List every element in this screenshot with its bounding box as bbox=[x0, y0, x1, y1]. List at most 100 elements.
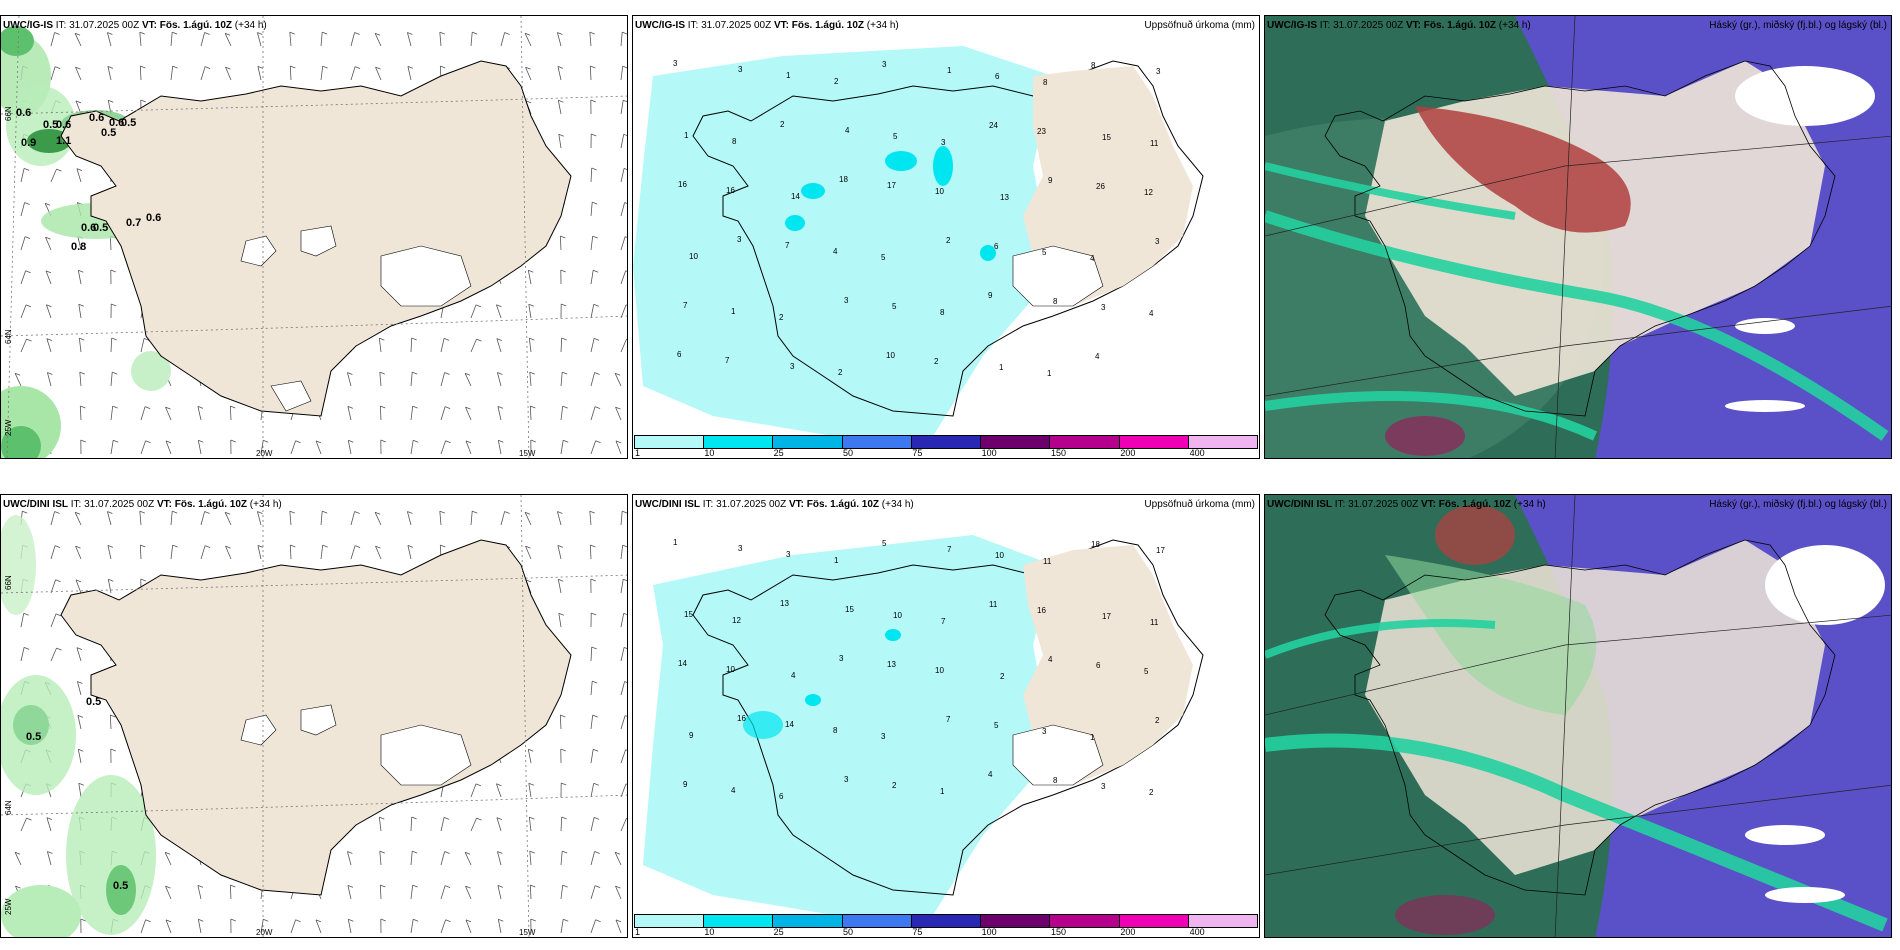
wind-barb-flag bbox=[78, 303, 84, 307]
wind-barb bbox=[614, 852, 622, 866]
wind-barb-flag bbox=[75, 579, 82, 583]
precip-value-label: 8 bbox=[732, 137, 737, 146]
precip-value-label: 23 bbox=[1037, 127, 1046, 136]
precip-value-label: 17 bbox=[1156, 546, 1165, 555]
wind-barb-flag bbox=[198, 918, 204, 922]
legend-tick-label: 400 bbox=[1189, 927, 1205, 937]
wind-barb-flag bbox=[56, 647, 62, 651]
wind-barb-flag bbox=[26, 817, 32, 821]
wind-barb-flag bbox=[79, 337, 85, 341]
wind-barb bbox=[50, 545, 56, 560]
wind-barb-flag bbox=[594, 851, 600, 854]
svg-text:0.6: 0.6 bbox=[16, 107, 31, 119]
legend-tick-label: 50 bbox=[843, 448, 854, 458]
wind-barb bbox=[559, 235, 562, 251]
wind-barb-flag bbox=[445, 440, 451, 444]
wind-barb bbox=[614, 373, 622, 387]
wind-barb-flag bbox=[592, 201, 598, 205]
wind-barb bbox=[528, 338, 532, 353]
wind-barb-flag bbox=[464, 372, 471, 376]
wind-barb bbox=[50, 511, 55, 526]
wind-barb-flag bbox=[561, 816, 567, 820]
precip-value-label: 18 bbox=[839, 175, 848, 184]
precip-value-label: 6 bbox=[1096, 661, 1101, 670]
precip-value-label: 7 bbox=[946, 715, 951, 724]
legend-swatch bbox=[773, 915, 843, 927]
legend-tick-label: 100 bbox=[981, 927, 997, 937]
wind-barb-flag bbox=[560, 269, 566, 273]
wind-barb bbox=[590, 406, 596, 421]
wind-barb bbox=[139, 32, 142, 47]
wind-barb bbox=[110, 440, 114, 455]
wind-barb bbox=[20, 338, 27, 353]
wind-barb bbox=[620, 236, 626, 251]
wind-barb bbox=[225, 66, 232, 81]
precip-value-label: 8 bbox=[833, 726, 838, 735]
wind-barb-flag bbox=[75, 545, 81, 549]
wind-barb bbox=[410, 851, 413, 866]
wind-barb-flag bbox=[625, 783, 627, 785]
wind-barb bbox=[224, 512, 232, 526]
wind-barb-flag bbox=[23, 612, 29, 616]
wind-barb bbox=[620, 681, 625, 696]
wind-barb-flag bbox=[140, 578, 146, 582]
wind-barb-flag bbox=[165, 406, 171, 410]
precip-value-label: 15 bbox=[1102, 133, 1111, 142]
wind-barb-flag bbox=[528, 303, 534, 307]
wind-barb bbox=[320, 545, 324, 560]
wind-barb bbox=[590, 783, 595, 798]
precip-value-label: 3 bbox=[941, 138, 946, 147]
precip-value-label: 13 bbox=[887, 660, 896, 669]
wind-barb-flag bbox=[26, 338, 32, 342]
wind-barb-flag bbox=[593, 748, 599, 752]
wind-barb-flag bbox=[626, 817, 627, 819]
wind-barb-flag bbox=[347, 372, 353, 375]
wind-barb bbox=[410, 919, 414, 934]
svg-text:0.5: 0.5 bbox=[101, 127, 116, 139]
legend-swatch bbox=[773, 436, 843, 448]
wind-barb bbox=[590, 715, 594, 730]
legend-tick-label: 1 bbox=[635, 927, 641, 937]
wind-map: 20W 15W 25W 66N 64N 0.5 0.5 0.5 bbox=[1, 495, 627, 937]
wind-barb bbox=[75, 545, 82, 560]
wind-barb bbox=[197, 406, 202, 421]
wind-barb bbox=[315, 919, 322, 934]
wind-barb-flag bbox=[593, 782, 599, 786]
wind-barb-flag bbox=[204, 545, 211, 548]
wind-barb bbox=[140, 406, 146, 421]
wind-barb bbox=[590, 167, 593, 183]
wind-barb bbox=[620, 100, 624, 115]
legend-swatch bbox=[911, 436, 982, 448]
wind-barb-flag bbox=[380, 439, 386, 443]
svg-text:0.6: 0.6 bbox=[109, 117, 124, 129]
wind-barb bbox=[620, 545, 624, 560]
wind-barb-flag bbox=[562, 405, 568, 409]
precip-value-label: 1 bbox=[684, 131, 689, 140]
wind-barb-flag bbox=[464, 851, 471, 855]
precip-value-label: 11 bbox=[1043, 557, 1052, 566]
wind-barb-flag bbox=[257, 66, 264, 69]
wind-barb bbox=[110, 372, 113, 387]
wind-barb bbox=[557, 511, 562, 526]
precip-value-label: 3 bbox=[881, 732, 886, 741]
precip-value-label: 1 bbox=[947, 66, 952, 75]
wind-barb bbox=[20, 817, 27, 832]
wind-barb-flag bbox=[354, 66, 361, 69]
wind-barb-flag bbox=[24, 202, 30, 205]
panel-title: UWC/IG-IS IT: 31.07.2025 00Z VT: Fös. 1.… bbox=[1267, 20, 1531, 31]
wind-barb bbox=[410, 440, 414, 455]
wind-barb-flag bbox=[204, 66, 211, 69]
wind-barb bbox=[590, 338, 595, 353]
wind-barb bbox=[615, 885, 622, 900]
lon-label-20w: 20W bbox=[256, 449, 273, 458]
wind-barb bbox=[589, 544, 592, 560]
precip-value-label: 8 bbox=[1043, 78, 1048, 87]
wind-barb-flag bbox=[289, 510, 295, 514]
precip-value-label: 4 bbox=[833, 247, 838, 256]
wind-barb-flag bbox=[558, 133, 564, 137]
wind-barb-flag bbox=[78, 269, 84, 273]
wind-barb-flag bbox=[80, 918, 86, 922]
wind-barb-flag bbox=[380, 884, 386, 888]
wind-barb bbox=[465, 440, 472, 455]
wind-barb-flag bbox=[615, 406, 621, 410]
